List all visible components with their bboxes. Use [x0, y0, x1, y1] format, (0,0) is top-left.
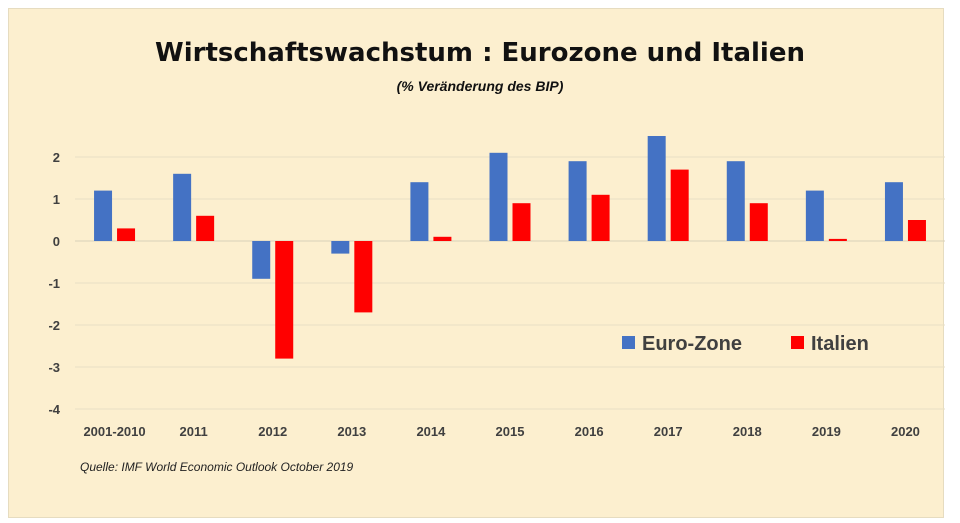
legend-swatch-italien: [791, 336, 804, 349]
bar-euro-zone-2017: [647, 136, 666, 241]
y-tick-label: 2: [53, 150, 60, 165]
bar-euro-zone-2019: [805, 190, 824, 241]
y-tick-label: -4: [48, 402, 60, 417]
gridlines: [75, 156, 945, 410]
bar-euro-zone-2014: [410, 182, 429, 241]
bar-italien-2018: [749, 203, 768, 241]
x-tick-label: 2019: [812, 424, 841, 439]
legend-swatch-euro-zone: [622, 336, 635, 349]
x-tick-label: 2001-2010: [83, 424, 145, 439]
legend-label-euro-zone: Euro-Zone: [642, 333, 742, 355]
bar-italien-2020: [907, 220, 926, 241]
y-tick-label: 1: [53, 192, 60, 207]
source-note: Quelle: IMF World Economic Outlook Octob…: [80, 460, 354, 474]
chart-title: Wirtschaftswachstum : Eurozone und Itali…: [155, 38, 805, 68]
bar-italien-2017: [670, 169, 689, 241]
bar-italien-2012: [275, 241, 294, 359]
x-tick-label: 2013: [337, 424, 366, 439]
bar-italien-2011: [196, 215, 215, 241]
y-tick-label: -1: [48, 276, 60, 291]
bar-italien-2013: [354, 241, 373, 313]
chart-subtitle: (% Veränderung des BIP): [396, 78, 564, 94]
y-tick-label: -2: [48, 318, 60, 333]
x-axis-labels: 2001-2010 2011 2012 2013 2014 2015 2016 2017 201…: [83, 424, 919, 439]
bar-italien-2014: [433, 236, 452, 241]
bar-euro-zone-2011: [173, 173, 192, 241]
x-tick-label: 2020: [891, 424, 920, 439]
bar-euro-zone-2001-2010: [94, 190, 113, 241]
bar-italien-2015: [512, 203, 531, 241]
bar-euro-zone-2013: [331, 241, 350, 254]
bar-euro-zone-2020: [884, 182, 903, 241]
bars: [94, 136, 926, 359]
chart-background: [8, 8, 944, 518]
y-tick-label: 0: [53, 234, 60, 249]
legend-label-italien: Italien: [811, 333, 869, 355]
x-tick-label: 2017: [654, 424, 683, 439]
bar-italien-2019: [828, 238, 847, 241]
x-tick-label: 2011: [180, 424, 208, 439]
y-axis-ticks: 2 1 0 -1 -2 -3 -4: [48, 150, 60, 417]
x-tick-label: 2018: [733, 424, 762, 439]
x-tick-label: 2014: [416, 424, 446, 439]
x-tick-label: 2016: [575, 424, 604, 439]
legend: Euro-Zone Italien: [622, 333, 869, 355]
bar-euro-zone-2012: [252, 241, 271, 279]
bar-italien-2001-2010: [117, 228, 136, 241]
bar-euro-zone-2018: [726, 161, 745, 241]
bar-euro-zone-2015: [489, 152, 508, 241]
bar-italien-2016: [591, 194, 610, 241]
x-tick-label: 2015: [496, 424, 525, 439]
y-tick-label: -3: [48, 360, 60, 375]
x-tick-label: 2012: [258, 424, 287, 439]
bar-euro-zone-2016: [568, 161, 587, 241]
